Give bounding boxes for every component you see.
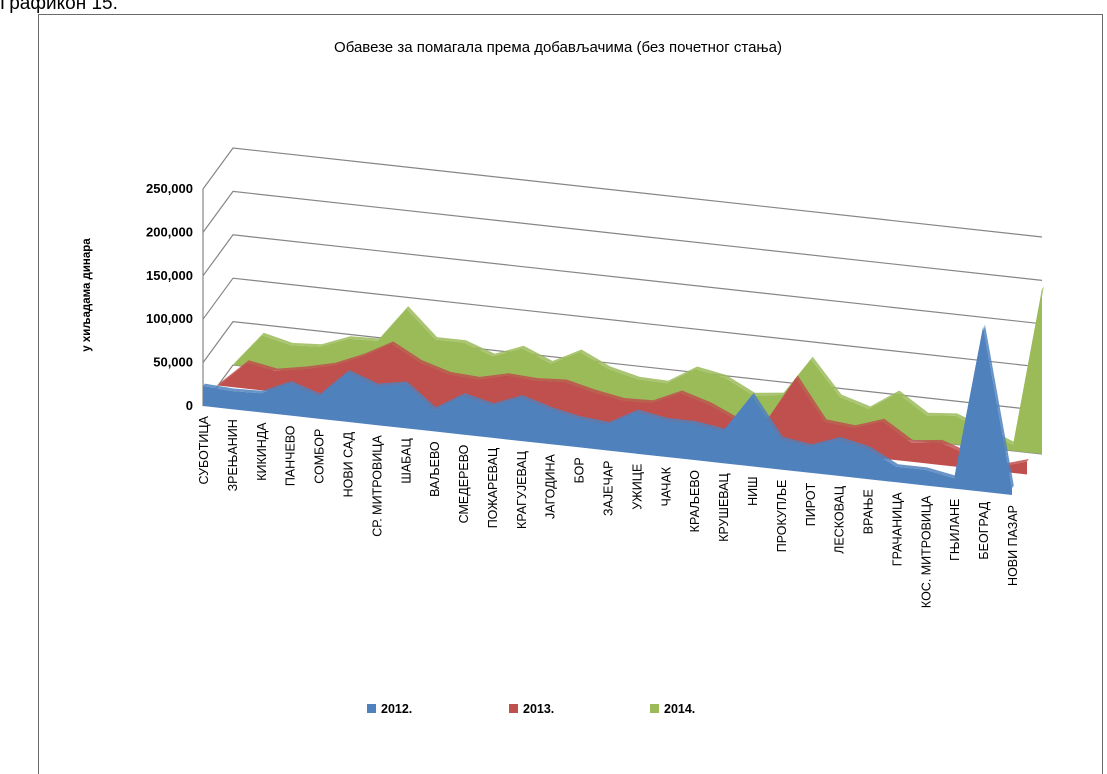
y-tick-label: 250,000 xyxy=(146,181,193,196)
x-tick-label: ПОЖАРЕВАЦ xyxy=(486,447,500,528)
x-tick-label: СУБОТИЦА xyxy=(197,415,211,484)
gridline xyxy=(202,320,1043,412)
series-2012. xyxy=(203,324,1014,495)
series-layer xyxy=(203,286,1044,495)
x-tick-label: НОВИ САД xyxy=(342,431,356,497)
x-tick-label: БЕОГРАД xyxy=(977,501,991,559)
y-tick-label: 100,000 xyxy=(146,311,193,326)
x-tick-label: БОР xyxy=(573,457,587,483)
y-tick-label: 150,000 xyxy=(146,268,193,283)
x-tick-label: НИШ xyxy=(746,476,760,505)
area-front-face xyxy=(233,289,1042,454)
area-front-face xyxy=(203,326,1012,495)
y-tick-label: 0 xyxy=(186,398,193,413)
x-tick-label: ГРАЧАНИЦА xyxy=(890,492,904,567)
legend-entry: 2014. xyxy=(650,702,695,716)
legend-swatch xyxy=(650,704,659,713)
x-tick-label: ЗРЕЊАНИН xyxy=(226,419,240,491)
gridline xyxy=(202,234,1043,325)
legend-label: 2014. xyxy=(664,702,695,716)
y-tick-label: 50,000 xyxy=(153,355,193,370)
x-tick-label: ГЊИЛАНЕ xyxy=(948,499,962,561)
x-tick-label: КИКИНДА xyxy=(255,422,269,481)
x-tick-label: ПАНЧЕВО xyxy=(284,425,298,486)
y-axis-label: у хиљадама динара xyxy=(81,238,93,352)
legend-swatch xyxy=(367,704,376,713)
legend-entry: 2013. xyxy=(509,702,554,716)
legend-label: 2013. xyxy=(523,702,554,716)
legend-entry: 2012. xyxy=(367,702,412,716)
x-tick-label: КОС. МИТРОВИЦА xyxy=(919,495,933,608)
x-tick-label: УЖИЦЕ xyxy=(630,464,644,510)
x-tick-label: СР. МИТРОВИЦА xyxy=(370,434,384,536)
figure-caption: Графикон 15. xyxy=(0,0,118,14)
x-tick-label: ЗАЈЕЧАР xyxy=(602,461,616,516)
x-tick-label: ШАБАЦ xyxy=(399,438,413,484)
chart-title: Обавезе за помагала према добављачима (б… xyxy=(334,39,782,56)
series-2014. xyxy=(233,286,1044,454)
chart-frame xyxy=(38,14,1103,774)
x-tick-label: СМЕДЕРЕВО xyxy=(457,444,471,523)
gridline xyxy=(202,190,1043,281)
x-tick-label: ЛЕСКОВАЦ xyxy=(833,485,847,554)
y-tick-label: 200,000 xyxy=(146,224,193,239)
x-tick-label: СОМБОР xyxy=(313,429,327,484)
gridline xyxy=(202,147,1043,238)
x-tick-label: ЧАЧАК xyxy=(659,466,673,506)
legend-swatch xyxy=(509,704,518,713)
x-tick-label: ВАЉЕВО xyxy=(428,441,442,497)
x-tick-label: ВРАЊЕ xyxy=(862,489,876,534)
legend: 2012. 2013. 2014. xyxy=(367,702,695,716)
legend-label: 2012. xyxy=(381,702,412,716)
x-tick-label: ПРОКУПЉЕ xyxy=(775,480,789,553)
y-tick-labels: 0 50,000 100,000 150,000 200,000 250,000 xyxy=(146,181,193,413)
x-tick-label: ЈАГОДИНА xyxy=(544,453,558,519)
area-top-surface xyxy=(203,324,1014,489)
x-tick-labels: СУБОТИЦА ЗРЕЊАНИН КИКИНДА ПАНЧЕВО СОМБОР НОВИ… xyxy=(197,415,1020,608)
x-tick-label: ПИРОТ xyxy=(804,482,818,526)
x-tick-label: НОВИ ПАЗАР xyxy=(1006,505,1020,586)
x-tick-label: КРАЉЕВО xyxy=(688,470,702,533)
gridline xyxy=(202,277,1043,368)
x-tick-label: КРАГУЈЕВАЦ xyxy=(515,450,529,529)
x-tick-label: КРУШЕВАЦ xyxy=(717,472,731,541)
